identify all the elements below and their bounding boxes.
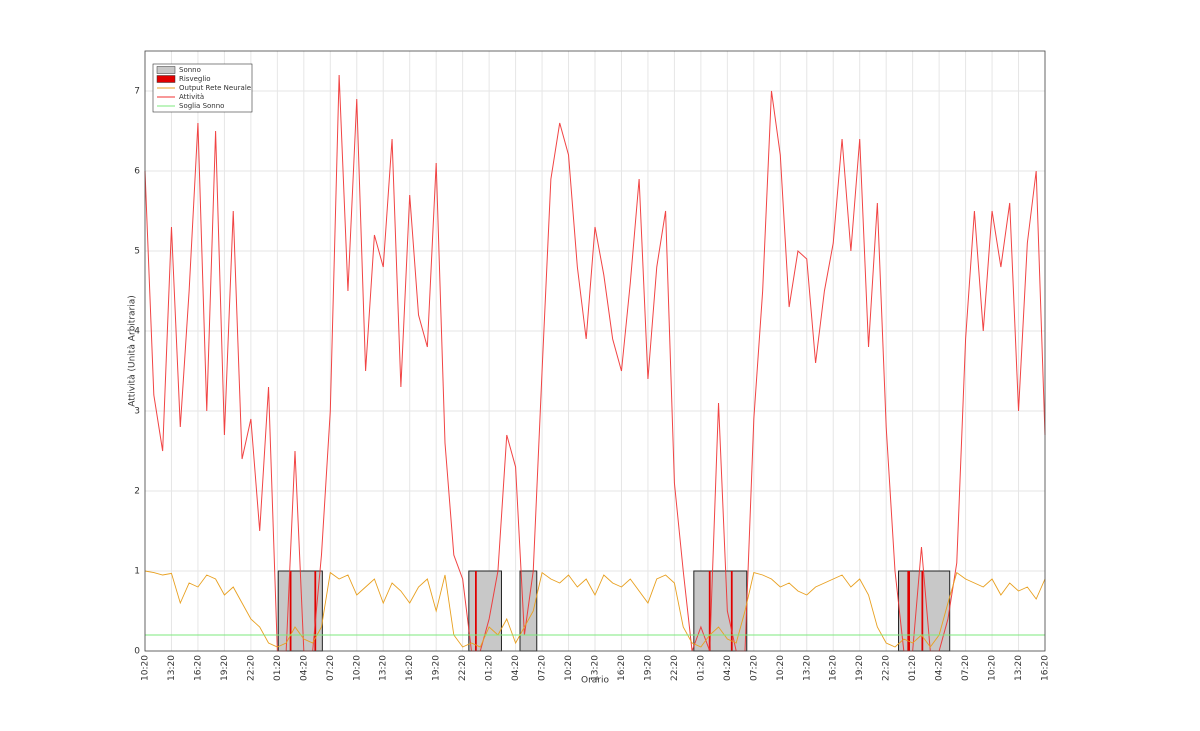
x-tick-label: 01:20 <box>908 655 918 681</box>
y-tick-label: 0 <box>134 647 140 657</box>
wake-span <box>289 571 292 651</box>
sleep-span <box>693 570 748 652</box>
legend-label: Soglia Sonno <box>179 102 224 110</box>
x-tick-label: 19:20 <box>432 655 442 681</box>
legend-swatch <box>156 66 176 74</box>
x-tick-label: 22:20 <box>882 655 892 681</box>
x-tick-label: 10:20 <box>352 655 362 681</box>
x-tick-label: 13:20 <box>591 655 601 681</box>
x-tick-label: 19:20 <box>855 655 865 681</box>
x-tick-label: 01:20 <box>485 655 495 681</box>
legend-label: Attività <box>179 93 204 101</box>
x-tick-label: 01:20 <box>696 655 706 681</box>
wake-span <box>314 571 317 651</box>
plot-frame <box>144 50 1046 652</box>
x-tick-label: 16:20 <box>193 655 203 681</box>
y-tick-label: 5 <box>134 247 140 257</box>
series-line <box>144 74 1046 652</box>
x-tick-label: 22:20 <box>458 655 468 681</box>
x-tick-label: 13:20 <box>379 655 389 681</box>
x-tick-label: 10:20 <box>564 655 574 681</box>
series-line <box>144 570 1046 648</box>
legend-swatch <box>156 75 176 83</box>
x-tick-label: 07:20 <box>961 655 971 681</box>
x-tick-label: 10:20 <box>776 655 786 681</box>
sleep-span <box>519 570 538 652</box>
x-tick-label: 04:20 <box>299 655 309 681</box>
x-axis-label: Orario <box>581 676 610 686</box>
x-tick-label: 19:20 <box>220 655 230 681</box>
x-tick-label: 16:20 <box>617 655 627 681</box>
wake-span <box>921 571 924 651</box>
legend-label: Output Rete Neurale <box>179 84 251 92</box>
x-tick-label: 13:20 <box>1014 655 1024 681</box>
legend-label: Sonno <box>179 66 201 74</box>
x-tick-label: 07:20 <box>326 655 336 681</box>
x-tick-label: 22:20 <box>670 655 680 681</box>
wake-span <box>907 571 910 651</box>
x-tick-label: 07:20 <box>538 655 548 681</box>
x-tick-label: 04:20 <box>723 655 733 681</box>
x-tick-label: 04:20 <box>511 655 521 681</box>
x-tick-label: 16:20 <box>829 655 839 681</box>
x-tick-label: 19:20 <box>643 655 653 681</box>
x-tick-label: 16:20 <box>1041 655 1051 681</box>
sleep-span <box>468 570 502 652</box>
wake-span <box>475 571 477 651</box>
wake-span <box>708 571 711 651</box>
legend-label: Risveglio <box>179 75 211 83</box>
y-tick-label: 4 <box>134 327 140 337</box>
x-tick-label: 13:20 <box>167 655 177 681</box>
x-tick-label: 04:20 <box>935 655 945 681</box>
x-tick-label: 16:20 <box>405 655 415 681</box>
x-tick-label: 22:20 <box>246 655 256 681</box>
y-tick-label: 7 <box>134 87 140 97</box>
x-tick-label: 10:20 <box>988 655 998 681</box>
x-tick-label: 01:20 <box>273 655 283 681</box>
y-tick-label: 3 <box>134 407 140 417</box>
y-axis-label: Attività (Unità Arbitraria) <box>128 295 138 407</box>
x-tick-label: 13:20 <box>802 655 812 681</box>
x-tick-label: 07:20 <box>749 655 759 681</box>
y-tick-label: 1 <box>134 567 140 577</box>
x-tick-label: 10:20 <box>141 655 151 681</box>
y-tick-label: 2 <box>134 487 140 497</box>
y-tick-label: 6 <box>134 167 140 177</box>
sleep-span <box>898 570 951 652</box>
wake-span <box>730 571 733 651</box>
